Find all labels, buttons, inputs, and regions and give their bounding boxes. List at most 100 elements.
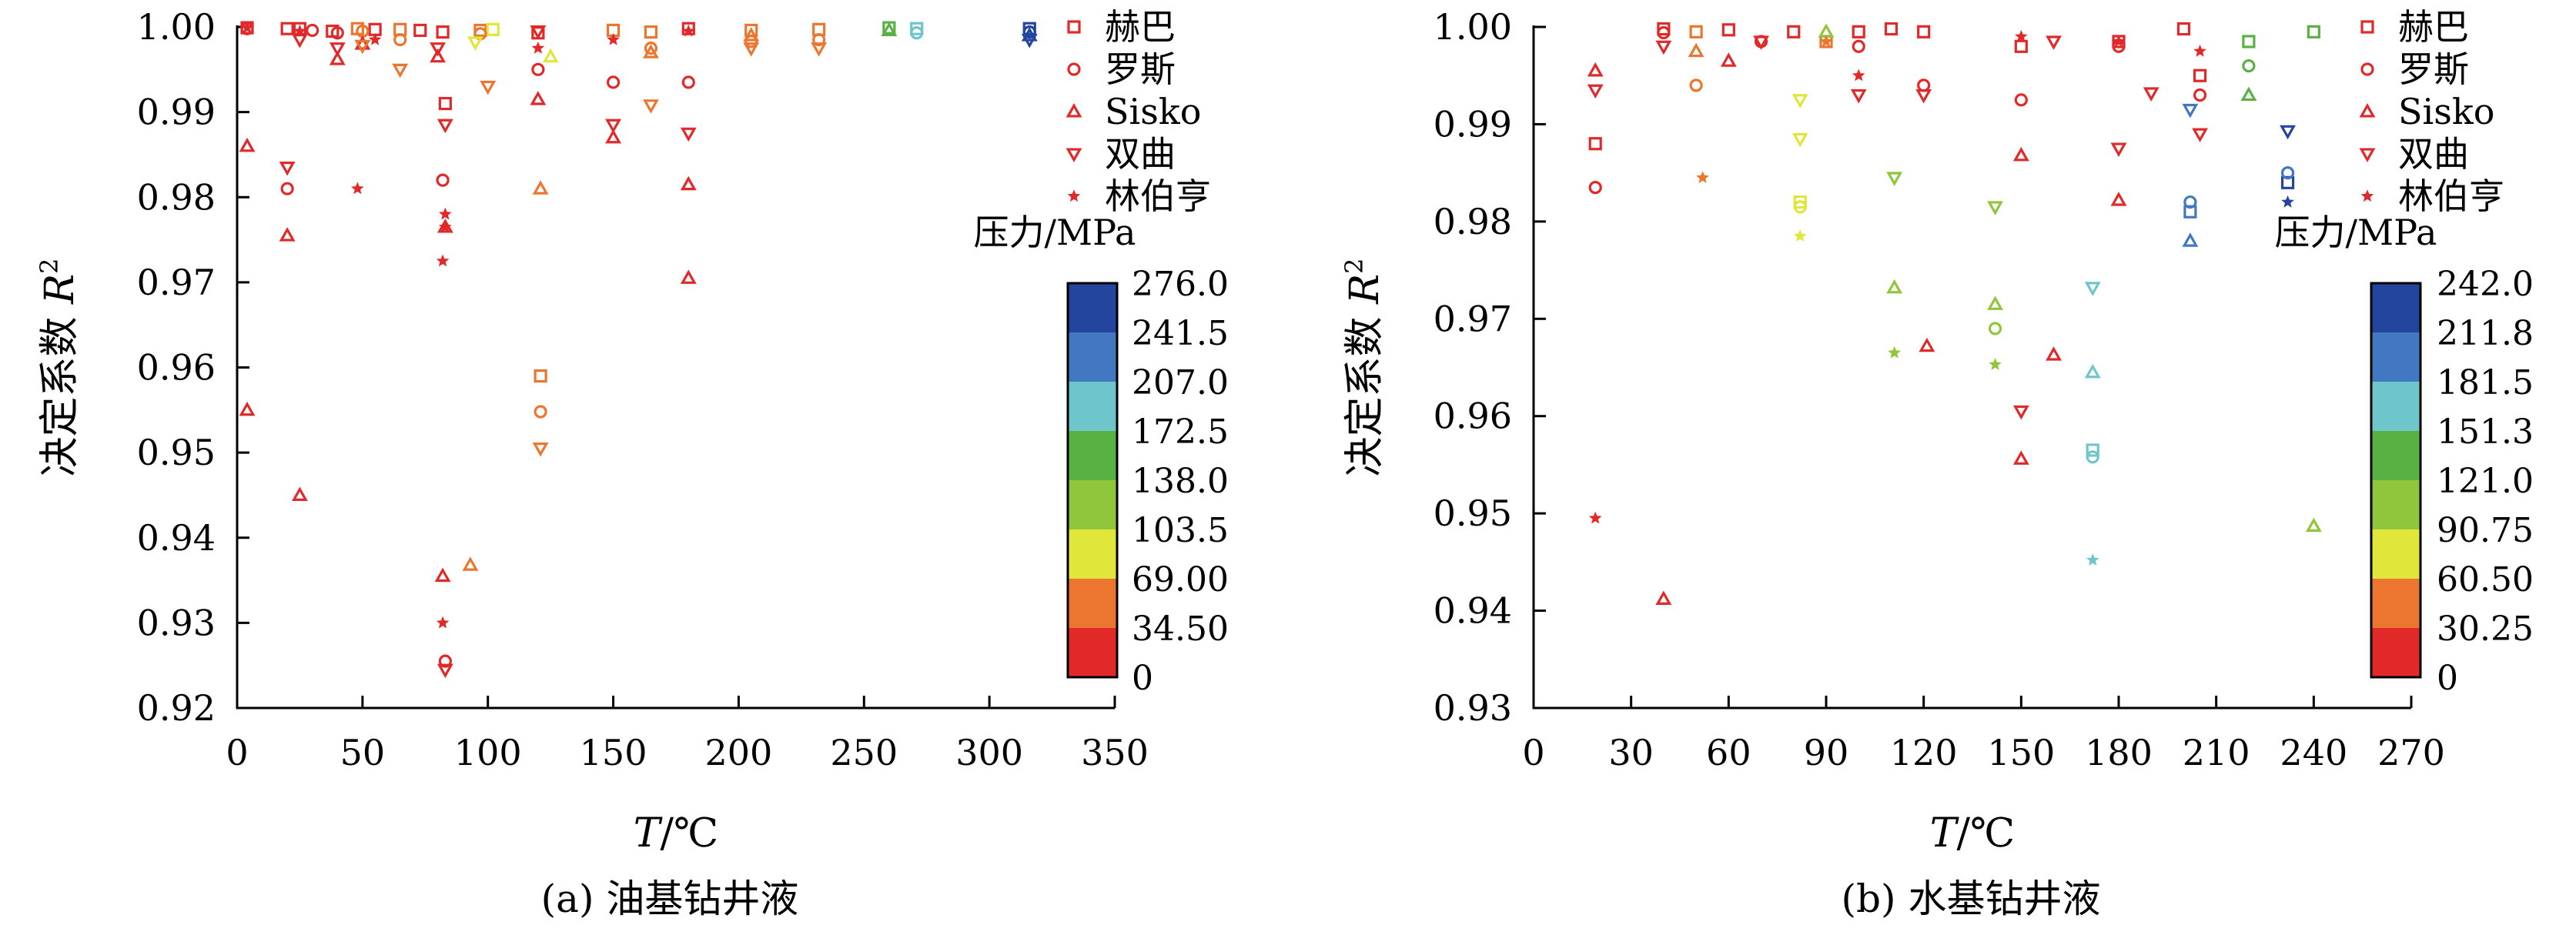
y-tick-label: 0.93 xyxy=(1434,687,1512,729)
colorbar-title: 压力/MPa xyxy=(974,212,1136,253)
legend-label: 赫巴 xyxy=(1105,6,1176,48)
data-point-双曲 xyxy=(2046,35,2062,50)
data-point-赫巴 xyxy=(1787,25,1801,38)
colorbar-title: 压力/MPa xyxy=(2275,212,2437,253)
x-tick-label: 150 xyxy=(1987,732,2055,773)
colorbar-label: 0 xyxy=(2437,659,2458,698)
data-point-Sisko xyxy=(1587,62,1604,77)
colorbar-segment xyxy=(2371,579,2420,629)
colorbar-label: 181.5 xyxy=(2437,363,2534,402)
data-point-赫巴 xyxy=(1917,25,1931,38)
data-point-罗斯 xyxy=(2183,195,2197,209)
colorbar-segment xyxy=(1068,431,1117,481)
data-point-林伯亨 xyxy=(1852,68,1865,82)
legend-marker xyxy=(1067,62,1081,76)
legend-marker xyxy=(2360,62,2374,76)
x-tick-label: 100 xyxy=(454,732,522,773)
data-point-赫巴 xyxy=(1657,22,1671,36)
data-point-Sisko xyxy=(239,137,256,152)
colorbar-label: 211.8 xyxy=(2437,314,2534,353)
data-point-双曲 xyxy=(291,34,308,48)
legend-label: 林伯亨 xyxy=(1105,175,1211,217)
legend-marker xyxy=(2360,20,2374,34)
data-point-赫巴 xyxy=(2176,22,2191,36)
y-tick-label: 0.94 xyxy=(1434,590,1512,632)
data-point-林伯亨 xyxy=(2112,35,2126,47)
data-point-罗斯 xyxy=(1657,25,1671,40)
data-point-Sisko xyxy=(1886,279,1903,294)
data-point-罗斯 xyxy=(1793,200,1807,214)
data-point-双曲 xyxy=(680,127,697,142)
y-tick-label: 0.97 xyxy=(1434,298,1512,339)
colorbar-segment xyxy=(1068,529,1117,579)
data-point-双曲 xyxy=(1915,88,1932,104)
data-point-双曲 xyxy=(1791,132,1808,148)
y-tick-label: 0.99 xyxy=(1434,103,1512,145)
data-point-林伯亨 xyxy=(682,24,695,37)
colorbar-segment xyxy=(1068,579,1117,629)
y-tick-label: 0.97 xyxy=(137,262,216,303)
data-point-双曲 xyxy=(430,42,447,57)
data-point-Sisko xyxy=(2012,450,2029,465)
legend-label: 双曲 xyxy=(1105,133,1176,175)
data-point-林伯亨 xyxy=(1819,35,1833,47)
data-point-Sisko xyxy=(532,180,549,195)
data-point-Sisko xyxy=(291,486,308,501)
x-tick-label: 0 xyxy=(226,732,248,773)
data-point-林伯亨 xyxy=(240,21,254,34)
data-point-林伯亨 xyxy=(2281,195,2294,208)
data-point-双曲 xyxy=(2182,103,2199,119)
chart-panel-a: 0.92 0.93 0.94 0.95 0.96 0.97 0.98 0.99 1.00 0 50 1… xyxy=(35,6,1229,921)
legend-label: Sisko xyxy=(1105,91,1201,132)
data-point-林伯亨 xyxy=(2086,553,2099,566)
colorbar-label: 151.3 xyxy=(2437,412,2534,452)
data-point-双曲 xyxy=(2192,128,2208,143)
x-tick-label: 90 xyxy=(1804,732,1849,773)
data-point-Sisko xyxy=(680,269,697,284)
colorbar-segment xyxy=(2371,431,2420,481)
data-point-Sisko xyxy=(542,48,559,63)
data-point-罗斯 xyxy=(681,75,695,89)
colorbar-border xyxy=(2370,282,2422,679)
data-point-赫巴 xyxy=(436,25,450,39)
data-point-赫巴 xyxy=(2193,68,2207,82)
colorbar-label: 34.50 xyxy=(1132,609,1229,649)
data-point-Sisko xyxy=(2046,346,2062,361)
data-point-罗斯 xyxy=(280,182,294,195)
data-point-Sisko xyxy=(1688,42,1705,58)
data-point-赫巴 xyxy=(1588,137,1602,151)
colorbar-label: 30.25 xyxy=(2437,609,2534,649)
x-tick-label: 200 xyxy=(705,732,773,773)
y-tick-label: 0.98 xyxy=(137,176,216,218)
data-point-Sisko xyxy=(1720,52,1737,67)
legend-marker xyxy=(2359,148,2376,162)
data-point-赫巴 xyxy=(1852,25,1865,38)
data-point-罗斯 xyxy=(1988,322,2002,336)
colorbar-label: 207.0 xyxy=(1132,363,1229,402)
data-point-林伯亨 xyxy=(439,220,452,232)
data-point-Sisko xyxy=(881,22,898,36)
data-point-林伯亨 xyxy=(1588,511,1602,524)
y-tick-label: 0.96 xyxy=(137,347,216,389)
data-point-Sisko xyxy=(329,51,346,65)
data-point-林伯亨 xyxy=(436,616,450,629)
data-point-罗斯 xyxy=(531,62,545,76)
data-point-双曲 xyxy=(2110,142,2127,157)
data-point-林伯亨 xyxy=(351,182,364,195)
colorbar-segment xyxy=(1068,480,1117,530)
data-point-双曲 xyxy=(743,42,760,57)
data-point-罗斯 xyxy=(2014,93,2028,107)
axis-lines xyxy=(236,25,1115,710)
data-point-罗斯 xyxy=(438,654,452,668)
y-tick-label: 0.96 xyxy=(1434,396,1512,437)
data-point-Sisko xyxy=(2182,232,2199,247)
colorbar-segment xyxy=(2371,382,2420,432)
data-point-林伯亨 xyxy=(436,254,450,267)
data-point-双曲 xyxy=(480,80,497,95)
data-point-罗斯 xyxy=(436,173,450,187)
data-point-罗斯 xyxy=(2086,450,2099,464)
data-point-罗斯 xyxy=(306,23,319,38)
legend-label: 罗斯 xyxy=(1105,48,1176,90)
